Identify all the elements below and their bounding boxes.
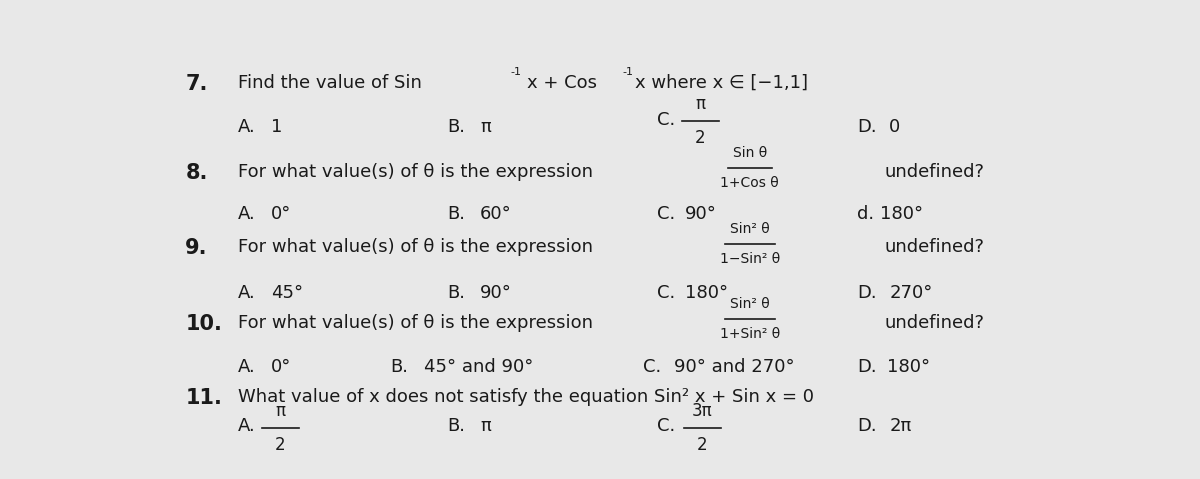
Text: For what value(s) of θ is the expression: For what value(s) of θ is the expression [239,314,593,332]
Text: B.: B. [390,358,408,376]
Text: 60°: 60° [480,205,512,223]
Text: 3π: 3π [692,402,713,420]
Text: C.: C. [643,358,661,376]
Text: 10.: 10. [185,314,222,334]
Text: 45° and 90°: 45° and 90° [425,358,534,376]
Text: Sin² θ: Sin² θ [730,297,769,311]
Text: π: π [696,95,706,113]
Text: 1−Sin² θ: 1−Sin² θ [720,252,780,266]
Text: D.: D. [857,285,876,302]
Text: 0°: 0° [271,205,292,223]
Text: For what value(s) of θ is the expression: For what value(s) of θ is the expression [239,238,593,256]
Text: 1+Sin² θ: 1+Sin² θ [720,328,780,342]
Text: C.: C. [656,417,676,435]
Text: C.: C. [656,285,676,302]
Text: 0: 0 [889,118,900,137]
Text: A.: A. [239,118,256,137]
Text: C.: C. [656,205,676,223]
Text: undefined?: undefined? [884,162,985,181]
Text: 45°: 45° [271,285,304,302]
Text: D.: D. [857,417,876,435]
Text: 180°: 180° [888,358,931,376]
Text: 1: 1 [271,118,282,137]
Text: 1+Cos θ: 1+Cos θ [720,176,779,190]
Text: A.: A. [239,205,256,223]
Text: 2: 2 [695,129,706,147]
Text: 90° and 270°: 90° and 270° [673,358,794,376]
Text: d.: d. [857,205,874,223]
Text: B.: B. [448,118,466,137]
Text: 2π: 2π [889,417,912,435]
Text: -1: -1 [623,67,634,77]
Text: A.: A. [239,358,256,376]
Text: B.: B. [448,417,466,435]
Text: 0°: 0° [271,358,292,376]
Text: 2: 2 [697,436,708,454]
Text: π: π [480,417,491,435]
Text: Find the value of Sin: Find the value of Sin [239,74,422,92]
Text: Sin² θ: Sin² θ [730,222,769,236]
Text: 90°: 90° [685,205,716,223]
Text: B.: B. [448,285,466,302]
Text: x where x ∈ [−1,1]: x where x ∈ [−1,1] [636,74,809,92]
Text: Sin θ: Sin θ [733,146,767,160]
Text: D.: D. [857,118,876,137]
Text: C.: C. [656,111,676,129]
Text: undefined?: undefined? [884,314,985,332]
Text: 2: 2 [275,436,286,454]
Text: x + Cos: x + Cos [527,74,596,92]
Text: -1: -1 [511,67,522,77]
Text: 180°: 180° [685,285,728,302]
Text: 270°: 270° [889,285,932,302]
Text: 9.: 9. [185,238,208,258]
Text: undefined?: undefined? [884,238,985,256]
Text: What value of x does not satisfy the equation Sin² x + Sin x = 0: What value of x does not satisfy the equ… [239,388,815,406]
Text: 180°: 180° [880,205,923,223]
Text: π: π [480,118,491,137]
Text: A.: A. [239,285,256,302]
Text: For what value(s) of θ is the expression: For what value(s) of θ is the expression [239,162,593,181]
Text: B.: B. [448,205,466,223]
Text: 90°: 90° [480,285,512,302]
Text: A.: A. [239,417,256,435]
Text: 11.: 11. [185,388,222,408]
Text: D.: D. [857,358,876,376]
Text: 7.: 7. [185,74,208,94]
Text: 8.: 8. [185,162,208,182]
Text: π: π [275,402,286,420]
